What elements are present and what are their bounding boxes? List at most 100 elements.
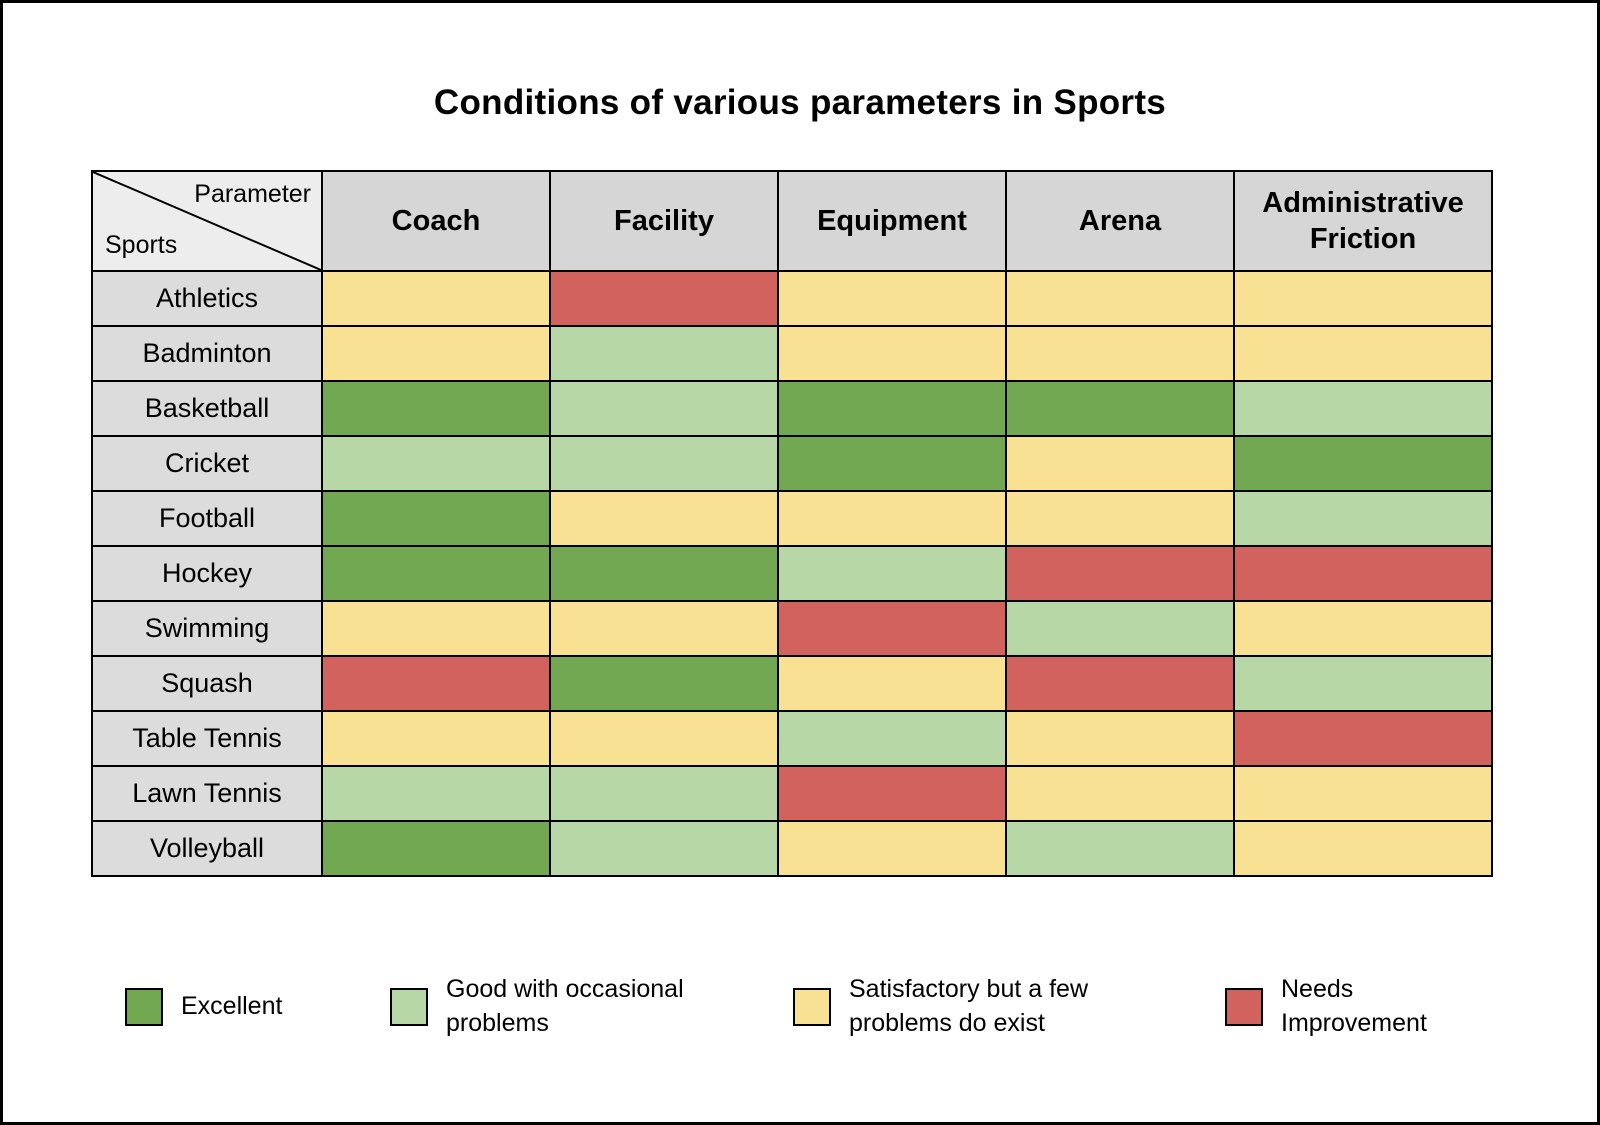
rating-cell-satisfactory <box>321 600 551 657</box>
rating-cell-satisfactory <box>777 325 1007 382</box>
column-header: Facility <box>549 170 779 272</box>
table-row: Swimming <box>91 600 1493 657</box>
table-row: Lawn Tennis <box>91 765 1493 822</box>
rating-cell-satisfactory <box>549 600 779 657</box>
diagonal-divider <box>93 172 321 270</box>
rating-cell-satisfactory <box>777 655 1007 712</box>
rating-cell-good <box>549 765 779 822</box>
table-row: Basketball <box>91 380 1493 437</box>
rating-cell-excellent <box>321 545 551 602</box>
sport-row-label: Lawn Tennis <box>91 765 323 822</box>
rating-cell-satisfactory <box>1233 765 1493 822</box>
column-header: Administrative Friction <box>1233 170 1493 272</box>
column-header: Coach <box>321 170 551 272</box>
rating-cell-excellent <box>777 380 1007 437</box>
sport-row-label: Cricket <box>91 435 323 492</box>
legend-item: Needs Improvement <box>1225 973 1525 1041</box>
table-row: Badminton <box>91 325 1493 382</box>
rating-cell-needs_improvement <box>1005 655 1235 712</box>
rating-cell-satisfactory <box>1233 820 1493 877</box>
table-row: Squash <box>91 655 1493 712</box>
sport-row-label: Football <box>91 490 323 547</box>
rating-cell-good <box>321 435 551 492</box>
rating-cell-excellent <box>549 655 779 712</box>
rating-cell-excellent <box>321 490 551 547</box>
table-row: Football <box>91 490 1493 547</box>
table-row: Hockey <box>91 545 1493 602</box>
rating-cell-good <box>1233 490 1493 547</box>
rating-cell-satisfactory <box>1005 270 1235 327</box>
rating-cell-good <box>1005 600 1235 657</box>
column-header: Arena <box>1005 170 1235 272</box>
rating-cell-needs_improvement <box>777 765 1007 822</box>
rating-cell-satisfactory <box>549 490 779 547</box>
rating-cell-satisfactory <box>1005 765 1235 822</box>
ratings-table-body: Athletics Badminton Basketball Cricket Footb… <box>91 270 1493 877</box>
legend-label: Good with occasional problems <box>446 975 684 1037</box>
rating-cell-satisfactory <box>1233 325 1493 382</box>
rating-cell-satisfactory <box>1233 270 1493 327</box>
corner-cell: Parameter Sports <box>91 170 323 272</box>
legend-swatch-satisfactory <box>793 987 831 1026</box>
sport-row-label: Badminton <box>91 325 323 382</box>
rating-cell-satisfactory <box>549 710 779 767</box>
rating-cell-satisfactory <box>321 325 551 382</box>
sport-row-label: Swimming <box>91 600 323 657</box>
rating-cell-satisfactory <box>1005 435 1235 492</box>
rating-cell-needs_improvement <box>549 270 779 327</box>
legend: Excellent Good with occasional problems Sa… <box>125 973 1597 1041</box>
rating-cell-satisfactory <box>321 710 551 767</box>
rating-cell-good <box>549 325 779 382</box>
corner-parameter-label: Parameter <box>194 180 311 208</box>
legend-swatch-good <box>390 987 428 1026</box>
rating-cell-excellent <box>777 435 1007 492</box>
column-header: Equipment <box>777 170 1007 272</box>
sport-row-label: Athletics <box>91 270 323 327</box>
rating-cell-good <box>549 380 779 437</box>
rating-cell-satisfactory <box>777 270 1007 327</box>
rating-cell-good <box>1233 655 1493 712</box>
legend-swatch-excellent <box>125 987 163 1026</box>
sport-row-label: Volleyball <box>91 820 323 877</box>
rating-cell-needs_improvement <box>1005 545 1235 602</box>
legend-item: Satisfactory but a few problems do exist <box>793 973 1225 1041</box>
legend-swatch-needs_improvement <box>1225 987 1263 1026</box>
rating-cell-excellent <box>321 820 551 877</box>
rating-cell-good <box>549 435 779 492</box>
legend-label: Needs Improvement <box>1281 975 1427 1037</box>
rating-cell-good <box>777 710 1007 767</box>
rating-cell-needs_improvement <box>777 600 1007 657</box>
rating-cell-satisfactory <box>777 490 1007 547</box>
ratings-table: Parameter Sports Coach Facility Equipment A… <box>91 170 1493 877</box>
rating-cell-satisfactory <box>777 820 1007 877</box>
rating-cell-excellent <box>549 545 779 602</box>
header-row: Parameter Sports Coach Facility Equipment A… <box>91 170 1493 272</box>
rating-cell-satisfactory <box>1233 600 1493 657</box>
sport-row-label: Table Tennis <box>91 710 323 767</box>
rating-cell-good <box>777 545 1007 602</box>
rating-cell-needs_improvement <box>1233 710 1493 767</box>
legend-item: Good with occasional problems <box>390 973 793 1041</box>
rating-cell-satisfactory <box>1005 325 1235 382</box>
rating-cell-good <box>549 820 779 877</box>
rating-cell-excellent <box>321 380 551 437</box>
rating-cell-satisfactory <box>321 270 551 327</box>
legend-label: Excellent <box>181 991 283 1020</box>
legend-item: Excellent <box>125 987 390 1026</box>
table-row: Athletics <box>91 270 1493 327</box>
rating-cell-satisfactory <box>1005 490 1235 547</box>
rating-cell-needs_improvement <box>321 655 551 712</box>
rating-cell-excellent <box>1005 380 1235 437</box>
table-row: Cricket <box>91 435 1493 492</box>
rating-cell-good <box>321 765 551 822</box>
rating-cell-excellent <box>1233 435 1493 492</box>
legend-label: Satisfactory but a few problems do exist <box>849 975 1089 1037</box>
rating-cell-needs_improvement <box>1233 545 1493 602</box>
sport-row-label: Hockey <box>91 545 323 602</box>
rating-cell-satisfactory <box>1005 710 1235 767</box>
table-row: Table Tennis <box>91 710 1493 767</box>
sport-row-label: Squash <box>91 655 323 712</box>
rating-cell-good <box>1005 820 1235 877</box>
table-row: Volleyball <box>91 820 1493 877</box>
